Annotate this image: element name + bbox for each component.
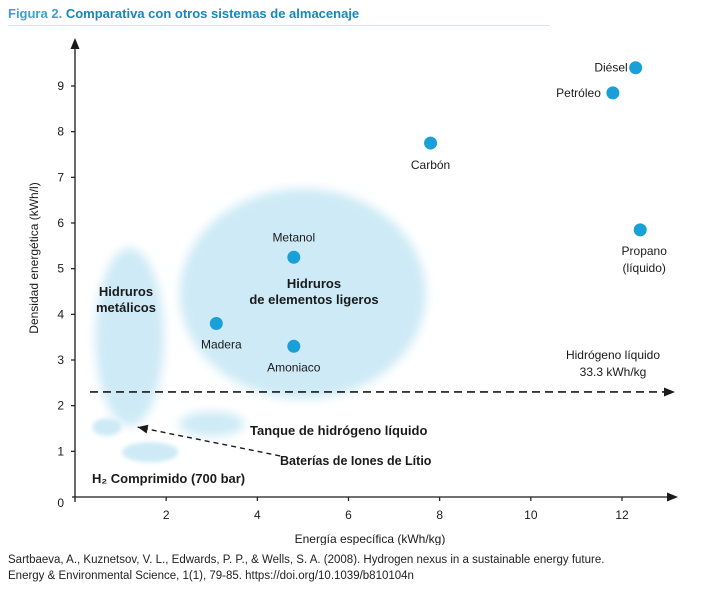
- y-tick-label-4: 4: [57, 307, 64, 321]
- x-tick-label-10: 10: [524, 508, 538, 522]
- region-label-0: Hidruros: [99, 284, 153, 299]
- annotation-arrow-0: [137, 426, 281, 457]
- x-tick-label-8: 8: [436, 508, 443, 522]
- point-0: [629, 61, 643, 75]
- point-5: [209, 316, 223, 330]
- point-1: [606, 86, 620, 100]
- point-label-3-line2: (líquido): [623, 261, 666, 275]
- y-tick-label-6: 6: [57, 216, 64, 230]
- region-3: [92, 418, 122, 436]
- point-label-3: Propano: [622, 244, 668, 258]
- point-label-2: Carbón: [411, 158, 450, 172]
- region-label-1-line2: de elementos ligeros: [249, 292, 378, 307]
- figure-title-text: Comparativa con otros sistemas de almace…: [65, 6, 360, 21]
- region-0: [95, 248, 164, 427]
- reference-line-layer: Hidrógeno líquido 33.3 kWh/kg: [90, 348, 675, 397]
- annotation-layer: Baterías de Iones de Lítio: [137, 424, 432, 468]
- region-label-1: Hidruros: [287, 276, 341, 291]
- labels-layer: Diésel Petróleo Carbón Propano (líquido) Meta…: [92, 61, 667, 486]
- region-label-4: H₂ Comprimido (700 bar): [92, 471, 245, 486]
- point-3: [633, 223, 647, 237]
- region-4: [121, 442, 179, 463]
- y-axis-arrowhead: [70, 38, 80, 49]
- region-1: [179, 188, 426, 399]
- point-2: [424, 136, 438, 150]
- reference-line-label-2: 33.3 kWh/kg: [580, 365, 647, 379]
- x-tick-label-12: 12: [615, 508, 629, 522]
- y-axis-label: Densidad energética (kWh/l): [27, 182, 41, 333]
- y-tick-label-1: 1: [57, 444, 64, 458]
- source-citation: Sartbaeva, A., Kuznetsov, V. L., Edwards…: [8, 552, 604, 584]
- x-tick-label-6: 6: [345, 508, 352, 522]
- point-label-1: Petróleo: [556, 86, 601, 100]
- x-axis-label: Energía específica (kWh/kg): [295, 532, 446, 545]
- region-label-2: Tanque de hidrógeno líquido: [250, 423, 427, 438]
- y-tick-label-5: 5: [57, 262, 64, 276]
- y-tick-label-2: 2: [57, 399, 64, 413]
- point-6: [287, 339, 301, 353]
- point-label-4: Metanol: [272, 230, 315, 244]
- x-tick-label-2: 2: [163, 508, 170, 522]
- x-axis-arrowhead: [667, 492, 678, 502]
- region-label-0-line2: metálicos: [96, 300, 156, 315]
- points-layer: [209, 61, 647, 353]
- regions-layer: [92, 188, 426, 463]
- point-label-5: Madera: [201, 337, 242, 351]
- figure-number: Figura 2.: [8, 6, 63, 21]
- region-2: [178, 411, 245, 437]
- x-tick-label-4: 4: [254, 508, 261, 522]
- title-divider: [8, 25, 550, 26]
- origin-label: 0: [57, 496, 64, 510]
- point-4: [287, 250, 301, 264]
- annotation-label-0: Baterías de Iones de Lítio: [280, 454, 432, 468]
- reference-line-arrowhead: [664, 387, 675, 397]
- point-label-6: Amoniaco: [267, 360, 321, 374]
- reference-line-label: Hidrógeno líquido: [566, 348, 660, 362]
- y-tick-label-3: 3: [57, 353, 64, 367]
- annotation-arrowhead-0: [137, 424, 149, 434]
- source-line-1: Sartbaeva, A., Kuznetsov, V. L., Edwards…: [8, 554, 605, 566]
- source-line-2: Energy & Environmental Science, 1(1), 79…: [8, 570, 414, 582]
- y-tick-label-8: 8: [57, 125, 64, 139]
- y-tick-label-9: 9: [57, 79, 64, 93]
- figure-title: Figura 2. Comparativa con otros sistemas…: [8, 6, 359, 21]
- y-tick-label-7: 7: [57, 170, 64, 184]
- point-label-0: Diésel: [594, 61, 627, 75]
